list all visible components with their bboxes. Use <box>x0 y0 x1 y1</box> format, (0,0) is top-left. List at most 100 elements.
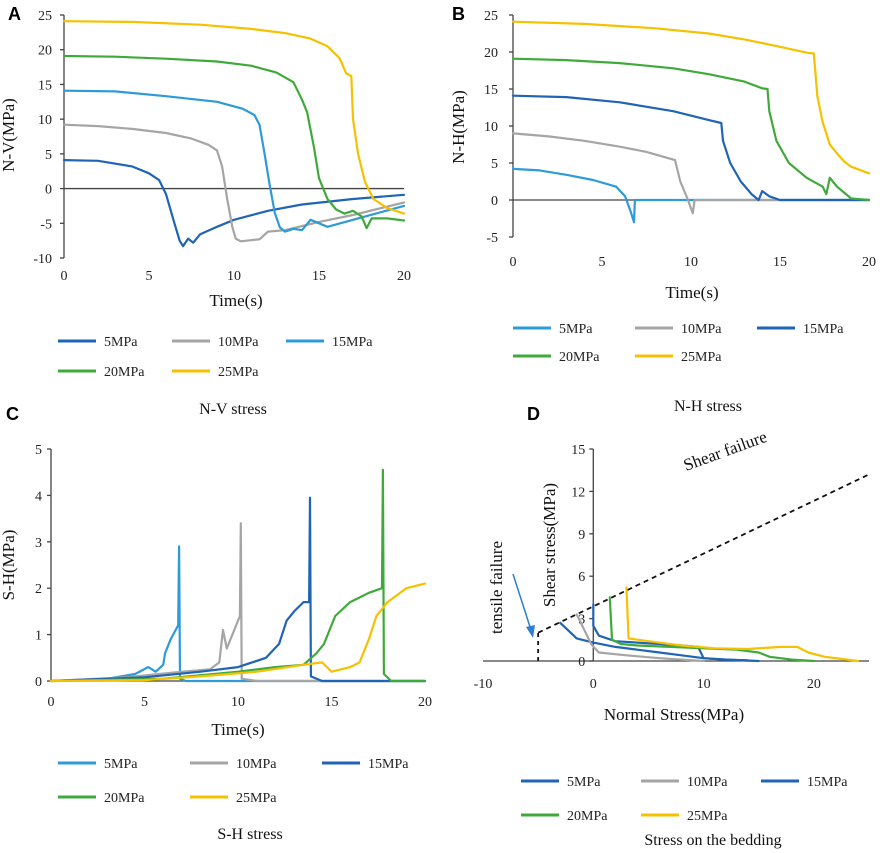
y-axis-label: S-H(MPa) <box>0 530 18 601</box>
x-tick-label: 10 <box>697 677 711 692</box>
x-tick-label: -10 <box>474 677 493 692</box>
series-line-10mpa <box>62 123 406 243</box>
y-axis-label: N-V(MPa) <box>0 98 18 172</box>
series-line-25mpa <box>511 20 871 175</box>
y-tick-label: 9 <box>578 528 585 543</box>
y-tick-label: 25 <box>38 9 52 24</box>
legend-label: 20MPa <box>104 791 145 806</box>
series-line-5mpa <box>49 545 427 683</box>
legend-label: 5MPa <box>104 757 138 772</box>
y-tick-label: 20 <box>484 46 498 61</box>
legend-label: 10MPa <box>218 335 259 350</box>
chart-caption: Stress on the bedding <box>644 832 781 849</box>
legend-label: 15MPa <box>368 757 409 772</box>
chart-panel-d: D -10 0 10 20 0 3 6 9 12 15 Normal Stress(MPa) Shear… <box>474 404 870 849</box>
legend-label: 15MPa <box>807 775 848 790</box>
y-tick-label: 1 <box>35 629 42 644</box>
y-tick-label: 25 <box>484 9 498 24</box>
series-line-15mpa <box>592 603 760 663</box>
y-tick-label: 0 <box>578 655 585 670</box>
legend-label: 25MPa <box>681 350 722 365</box>
y-tick-label: 15 <box>484 83 498 98</box>
y-tick-label: 2 <box>35 582 42 597</box>
x-tick-label: 20 <box>862 255 876 270</box>
legend-label: 20MPa <box>567 809 608 824</box>
series-line-20mpa <box>49 468 427 683</box>
y-tick-label: 6 <box>578 570 585 585</box>
y-tick-label: 0 <box>35 675 42 690</box>
legend-label: 10MPa <box>687 775 728 790</box>
series-line-20mpa <box>608 596 815 663</box>
x-tick-label: 5 <box>599 255 606 270</box>
legend-label: 10MPa <box>681 322 722 337</box>
chart-panel-c: C 0 5 10 15 20 0 1 2 3 4 5 Time(s) S-H(MPa) 5MPa 10MPa 1… <box>0 404 432 843</box>
x-axis-label: Time(s) <box>209 291 262 310</box>
tensile-arrow <box>512 573 532 631</box>
x-tick-label: 5 <box>146 269 153 284</box>
y-tick-label: 5 <box>35 443 42 458</box>
x-tick-label: 20 <box>418 695 432 710</box>
series-line-5mpa <box>511 167 871 224</box>
shear-failure-annotation: Shear failure <box>681 427 770 475</box>
series-line-25mpa <box>62 20 406 215</box>
legend-label: 5MPa <box>559 322 593 337</box>
x-tick-label: 15 <box>773 255 787 270</box>
chart-caption: S-H stress <box>217 826 282 843</box>
y-tick-label: 5 <box>45 148 52 163</box>
y-axis-label: N-H(MPa) <box>449 90 468 164</box>
x-tick-label: 20 <box>807 677 821 692</box>
y-tick-label: -5 <box>40 217 52 232</box>
chart-panel-b: B 0 5 10 15 20 -5 0 5 10 15 20 25 Time(s) N-H(MPa) 5MPa… <box>449 4 876 415</box>
x-axis-label: Normal Stress(MPa) <box>604 705 744 724</box>
y-tick-label: 10 <box>484 120 498 135</box>
y-tick-label: 5 <box>491 157 498 172</box>
legend-label: 15MPa <box>332 335 373 350</box>
legend: 5MPa 10MPa 15MPa 20MPa 25MPa <box>513 322 844 365</box>
chart-panel-a: A 0 5 10 15 20 -10 -5 0 5 10 15 20 25 Time(s) N-V(MPa) 5… <box>0 4 411 418</box>
legend-label: 5MPa <box>104 335 138 350</box>
legend-label: 15MPa <box>803 322 844 337</box>
y-tick-label: 4 <box>35 489 42 504</box>
x-tick-label: 0 <box>590 677 597 692</box>
panel-letter: B <box>452 4 465 24</box>
y-tick-label: -10 <box>33 252 52 267</box>
legend: 5MPa 10MPa 15MPa 20MPa 25MPa <box>58 757 409 806</box>
series-line-25mpa <box>625 586 860 663</box>
chart-caption: N-H stress <box>674 398 742 415</box>
y-tick-label: 15 <box>38 78 52 93</box>
x-tick-label: 0 <box>510 255 517 270</box>
legend-label: 20MPa <box>559 350 600 365</box>
x-tick-label: 0 <box>48 695 55 710</box>
y-tick-label: 10 <box>38 113 52 128</box>
x-tick-label: 10 <box>684 255 698 270</box>
legend-label: 25MPa <box>218 365 259 380</box>
panel-letter: C <box>6 404 19 424</box>
series-line-10mpa <box>511 132 871 215</box>
series-line-15mpa <box>511 94 871 202</box>
y-tick-label: 20 <box>38 44 52 59</box>
legend-label: 25MPa <box>687 809 728 824</box>
panel-letter: D <box>527 404 540 424</box>
legend-label: 5MPa <box>567 775 601 790</box>
legend: 5MPa 10MPa 15MPa 20MPa 25MPa <box>521 775 848 824</box>
series-line-15mpa <box>49 496 427 683</box>
x-tick-label: 20 <box>397 269 411 284</box>
y-tick-label: 0 <box>45 183 52 198</box>
legend: 5MPa 10MPa 15MPa 20MPa 25MPa <box>58 335 373 380</box>
series-line-10mpa <box>575 613 705 663</box>
series-line-20mpa <box>511 57 871 202</box>
x-tick-label: 5 <box>141 695 148 710</box>
series-line-10mpa <box>49 522 427 683</box>
y-tick-label: -5 <box>486 231 498 246</box>
y-tick-label: 15 <box>571 443 585 458</box>
x-tick-label: 0 <box>61 269 68 284</box>
panel-letter: A <box>8 4 21 24</box>
legend-label: 25MPa <box>236 791 277 806</box>
x-tick-label: 15 <box>325 695 339 710</box>
tensile-arrow-head <box>526 625 535 638</box>
series-line-25mpa <box>49 582 427 683</box>
series-line-20mpa <box>62 54 406 230</box>
x-axis-label: Time(s) <box>665 283 718 302</box>
y-tick-label: 3 <box>35 536 42 551</box>
y-tick-label: 12 <box>571 485 585 500</box>
